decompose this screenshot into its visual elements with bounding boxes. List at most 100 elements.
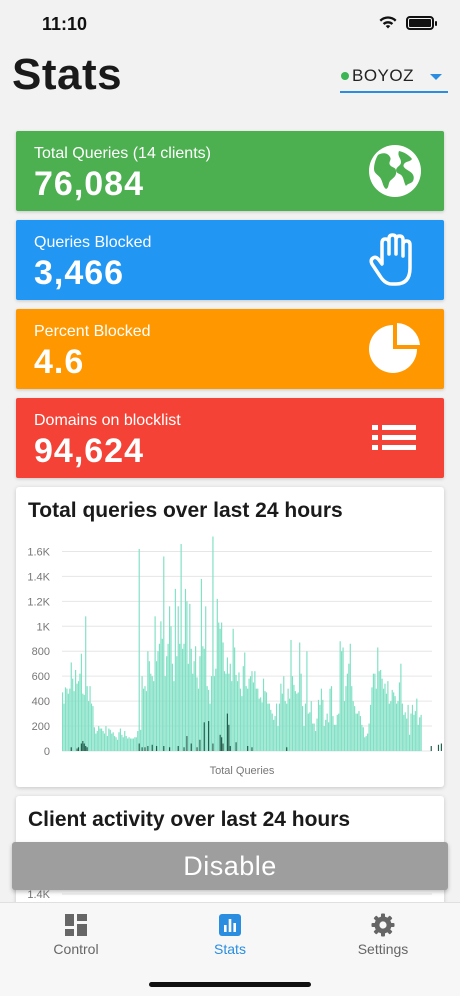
bar-total-queries — [351, 686, 353, 751]
y-tick-label: 600 — [32, 671, 50, 683]
bar-total-queries — [153, 681, 155, 751]
bar-blocked — [177, 746, 179, 751]
bar-total-queries — [147, 651, 149, 751]
wifi-icon — [379, 16, 397, 29]
bar-blocked — [228, 724, 230, 751]
bar-total-queries — [252, 682, 254, 751]
bar-total-queries — [177, 606, 179, 751]
status-bar: 11:10 — [0, 0, 460, 50]
bar-total-queries — [82, 693, 84, 751]
bar-total-queries — [134, 737, 136, 751]
bar-total-queries — [283, 676, 285, 751]
disable-button[interactable]: Disable — [12, 842, 448, 890]
bar-total-queries — [124, 731, 126, 751]
bar-total-queries — [328, 722, 330, 751]
bar-blocked — [222, 743, 224, 751]
bar-blocked — [208, 721, 210, 751]
bar-total-queries — [374, 673, 376, 751]
bar-total-queries — [219, 628, 221, 751]
bar-total-queries — [362, 727, 364, 751]
bar-total-queries — [319, 704, 321, 751]
bar-total-queries — [108, 728, 110, 751]
tab-label: Settings — [357, 941, 409, 957]
status-time: 11:10 — [42, 14, 88, 34]
bar-total-queries — [346, 673, 348, 751]
y-tick-label: 1.4K — [27, 571, 50, 583]
tab-control[interactable]: Control — [26, 913, 126, 963]
bar-total-queries — [270, 709, 272, 751]
bar-blocked — [86, 747, 88, 751]
bar-total-queries — [387, 681, 389, 751]
bar-total-queries — [420, 714, 422, 751]
bar-total-queries — [202, 646, 204, 751]
bar-total-queries — [174, 588, 176, 751]
card-value: 76,084 — [34, 165, 144, 203]
bar-total-queries — [382, 688, 385, 751]
bar-total-queries — [151, 676, 153, 751]
bar-total-queries — [406, 718, 408, 751]
bar-total-queries — [264, 691, 266, 751]
server-select[interactable]: BOYOZ — [340, 64, 448, 93]
bar-total-queries — [225, 673, 227, 751]
bar-total-queries — [355, 713, 357, 751]
bar-total-queries — [193, 661, 195, 751]
bar-total-queries — [141, 676, 143, 751]
bar-total-queries — [254, 671, 256, 751]
bar-total-queries — [369, 704, 372, 751]
bar-total-queries — [375, 688, 377, 751]
bar-total-queries — [271, 713, 273, 751]
bar-total-queries — [173, 681, 175, 751]
bar-total-queries — [72, 678, 74, 751]
bar-total-queries — [241, 696, 243, 751]
bar-total-queries — [238, 672, 240, 751]
bar-blocked — [77, 747, 80, 751]
bar-total-queries — [293, 684, 295, 751]
bar-total-queries — [118, 732, 120, 751]
bar-total-queries — [101, 728, 103, 751]
bar-blocked — [76, 748, 78, 751]
bar-total-queries — [92, 706, 94, 751]
pie-chart-icon — [369, 323, 420, 373]
bar-total-queries — [137, 731, 139, 751]
bar-total-queries — [273, 719, 275, 751]
bar-total-queries — [395, 703, 398, 751]
bar-total-queries — [234, 647, 236, 751]
bar-total-queries — [296, 693, 298, 751]
bar-total-queries — [209, 703, 211, 751]
bar-total-queries — [99, 728, 101, 751]
tab-bar: Control Stats Settings — [0, 902, 460, 996]
tab-stats[interactable]: Stats — [180, 913, 280, 963]
bar-total-queries — [171, 663, 174, 751]
bar-total-queries — [218, 622, 220, 751]
bar-total-queries — [145, 691, 148, 751]
bar-total-queries — [361, 724, 363, 751]
bar-total-queries — [135, 737, 137, 751]
bar-blocked — [183, 747, 185, 751]
y-tick-label: 1K — [37, 621, 51, 633]
bar-total-queries — [245, 686, 247, 751]
bar-total-queries — [393, 692, 395, 751]
bar-total-queries — [380, 669, 382, 751]
bar-total-queries — [247, 688, 249, 751]
tab-settings[interactable]: Settings — [333, 913, 433, 963]
bar-total-queries — [75, 669, 77, 751]
bar-total-queries — [119, 728, 121, 751]
bar-total-queries — [192, 673, 194, 751]
bar-total-queries — [281, 693, 283, 751]
bar-total-queries — [186, 601, 188, 751]
bar-blocked — [251, 747, 253, 751]
card-label: Domains on blocklist — [34, 412, 181, 429]
bar-total-queries — [90, 703, 93, 751]
bar-total-queries — [129, 738, 132, 751]
bar-total-queries — [349, 643, 351, 751]
bar-total-queries — [368, 723, 370, 751]
page-title: Stats — [12, 50, 123, 99]
bar-total-queries — [244, 652, 246, 751]
bar-blocked — [147, 746, 149, 751]
bar-total-queries — [356, 713, 359, 751]
bar-total-queries — [93, 727, 95, 751]
bar-total-queries — [161, 638, 163, 751]
bar-total-queries — [157, 651, 159, 751]
bar-total-queries — [394, 696, 396, 751]
bar-total-queries — [333, 724, 335, 751]
